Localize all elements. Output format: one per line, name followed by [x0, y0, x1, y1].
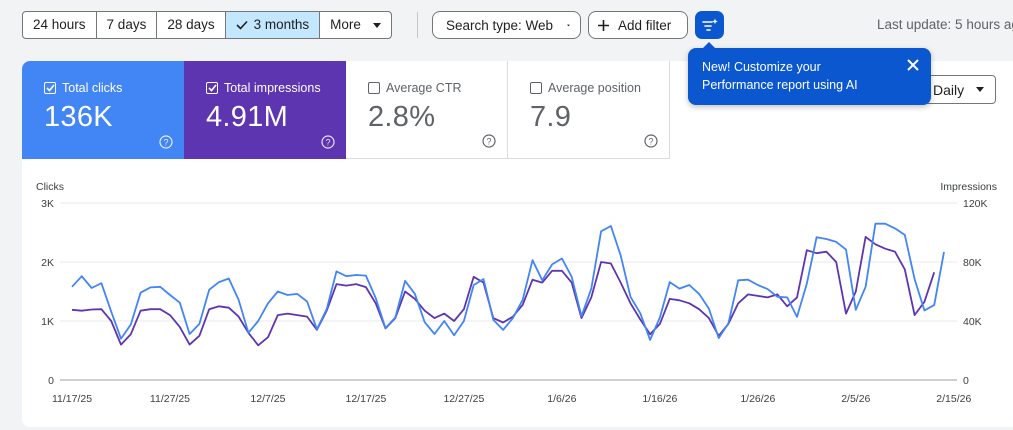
help-icon[interactable]: ? [482, 134, 496, 148]
x-tick-label: 12/17/25 [345, 393, 386, 405]
svg-text:?: ? [163, 137, 168, 147]
svg-text:?: ? [325, 137, 330, 147]
range-7-days-button[interactable]: 7 days [97, 12, 158, 38]
total-clicks-value: 136K [44, 101, 113, 133]
check-icon [45, 84, 55, 92]
add-filter-button[interactable]: Add filter [588, 11, 688, 39]
range-3-months-label: 3 months [253, 17, 310, 32]
svg-text:?: ? [648, 136, 653, 146]
ai-tooltip: New! Customize your Performance report u… [688, 42, 931, 105]
total-clicks-label: Total clicks [62, 81, 123, 95]
caret-down-icon [976, 87, 985, 92]
x-tick-label: 1/6/26 [547, 393, 576, 405]
toolbar-divider [417, 12, 418, 38]
y2-tick-label: 40K [963, 316, 982, 328]
performance-card: Total clicks 136K ? Total impressions 4.… [22, 61, 1013, 427]
average-position-tile[interactable]: Average position 7.9 ? [508, 61, 670, 159]
total-impressions-tile[interactable]: Total impressions 4.91M ? [184, 61, 346, 159]
average-position-label: Average position [548, 81, 641, 95]
close-icon[interactable] [907, 59, 919, 71]
range-3-months-button[interactable]: 3 months [225, 12, 321, 38]
toolbar: 24 hours 7 days 28 days 3 months More Se… [0, 0, 1013, 50]
tooltip-arrow [702, 42, 716, 49]
average-ctr-label: Average CTR [386, 81, 462, 95]
range-more-label: More [330, 17, 361, 32]
total-impressions-value: 4.91M [206, 101, 289, 133]
date-range-selector: 24 hours 7 days 28 days 3 months More [22, 11, 392, 39]
x-tick-label: 2/5/26 [841, 393, 870, 405]
x-tick-label: 12/7/25 [250, 393, 285, 405]
x-tick-label: 1/26/26 [740, 393, 775, 405]
ai-customize-icon [701, 18, 718, 31]
svg-text:?: ? [486, 136, 491, 146]
search-type-dropdown[interactable]: Search type: Web [432, 11, 581, 39]
y-tick-label: 3K [41, 198, 54, 210]
y-tick-label: 1K [41, 316, 54, 328]
y2-axis-label: Impressions [940, 181, 997, 193]
y-tick-label: 2K [41, 257, 54, 269]
y2-tick-label: 80K [963, 257, 982, 269]
average-ctr-value: 2.8% [368, 101, 436, 133]
x-tick-label: 11/27/25 [150, 393, 190, 405]
total-clicks-tile[interactable]: Total clicks 136K ? [22, 61, 184, 159]
help-icon[interactable]: ? [644, 134, 658, 148]
performance-chart[interactable]: 0 0 1K 40K 2K 80K 3K 120K Clicks Impressions 11/17… [22, 61, 1013, 427]
caret-down-icon [372, 22, 381, 28]
y-tick-label: 0 [48, 375, 54, 387]
check-icon [236, 20, 248, 30]
check-icon [207, 84, 217, 92]
x-tick-label: 1/16/26 [642, 393, 677, 405]
y2-tick-label: 0 [963, 375, 969, 387]
x-tick-label: 2/15/26 [936, 393, 971, 405]
x-tick-label: 11/17/25 [52, 393, 92, 405]
total-impressions-label: Total impressions [224, 81, 321, 95]
last-update-text: Last update: 5 hours ag [877, 17, 1013, 32]
total-impressions-checkbox[interactable] [206, 82, 218, 94]
help-icon[interactable]: ? [159, 135, 173, 149]
range-more-button[interactable]: More [320, 12, 391, 38]
range-24-hours-button[interactable]: 24 hours [23, 12, 97, 38]
plus-icon [598, 19, 609, 31]
ai-customize-button[interactable] [695, 11, 724, 39]
add-filter-label: Add filter [618, 17, 672, 33]
tooltip-line-2: Performance report using AI [702, 78, 858, 92]
average-ctr-tile[interactable]: Average CTR 2.8% ? [346, 61, 508, 159]
caret-down-icon [567, 24, 570, 26]
clicks-series-line [71, 222, 945, 341]
y-axis-label: Clicks [36, 181, 64, 193]
y2-tick-label: 120K [963, 198, 988, 210]
granularity-dropdown[interactable]: Daily [924, 75, 996, 104]
granularity-label: Daily [933, 81, 965, 98]
total-clicks-checkbox[interactable] [44, 82, 56, 94]
range-28-days-button[interactable]: 28 days [157, 12, 226, 38]
average-position-value: 7.9 [530, 101, 572, 133]
x-tick-label: 12/27/25 [443, 393, 484, 405]
help-icon[interactable]: ? [321, 135, 335, 149]
tooltip-line-1: New! Customize your [702, 60, 821, 74]
average-ctr-checkbox[interactable] [368, 82, 380, 94]
average-position-checkbox[interactable] [530, 82, 542, 94]
search-type-label: Search type: Web [446, 17, 554, 33]
